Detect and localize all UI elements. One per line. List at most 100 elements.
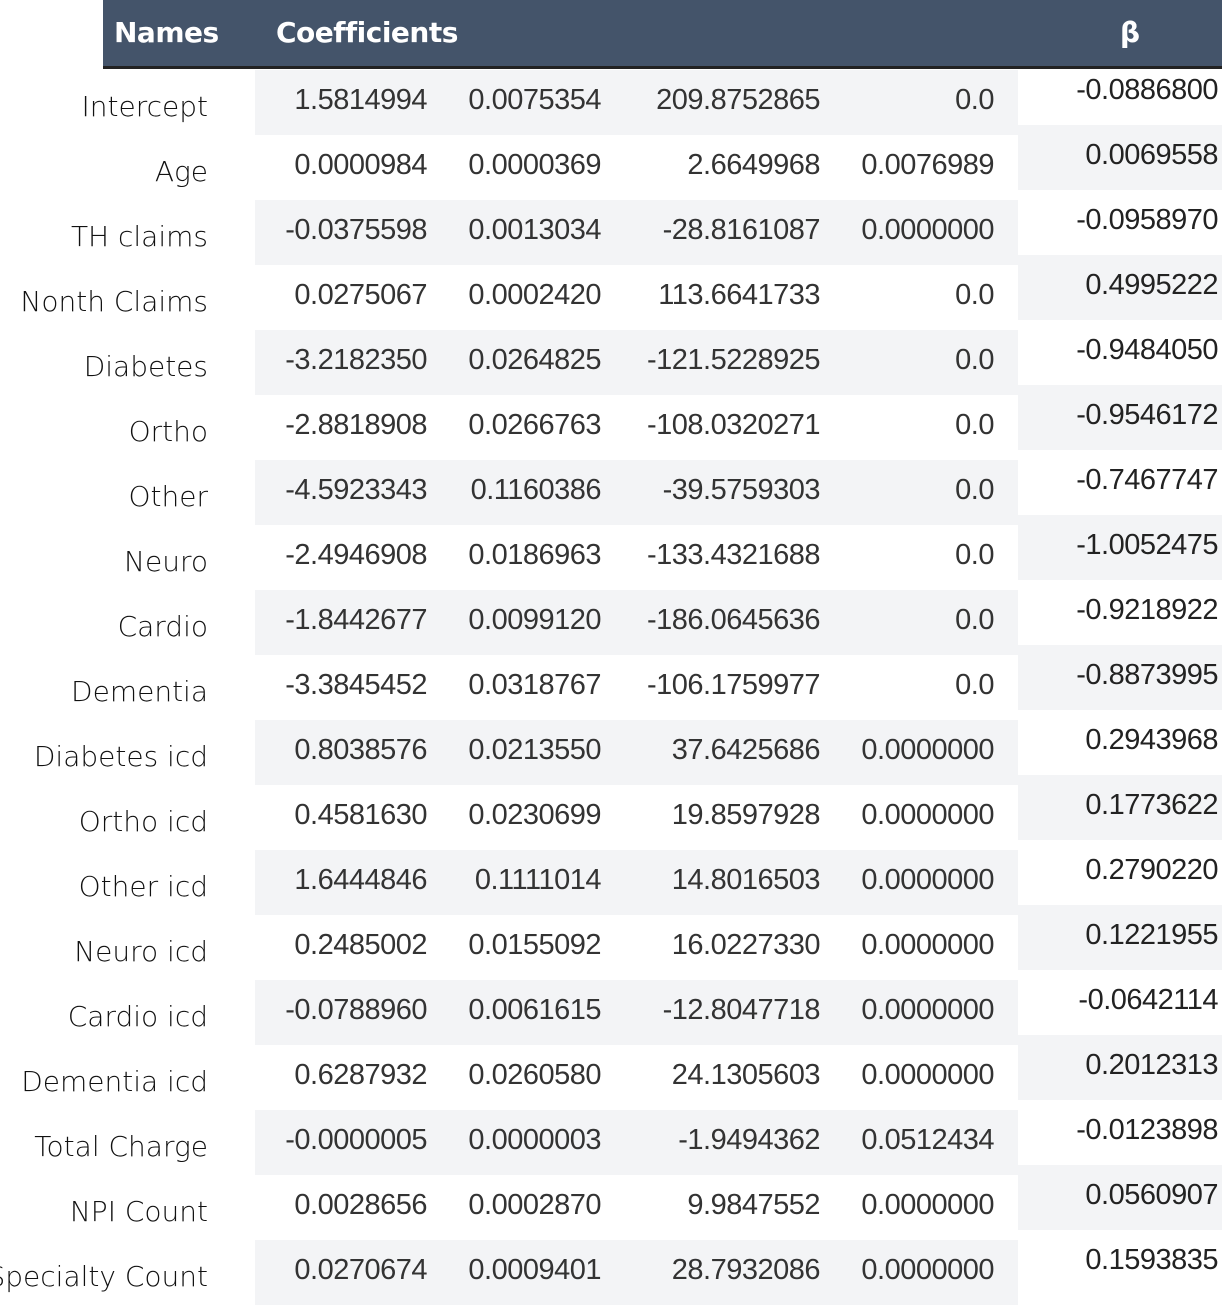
- table-row: Ortho -2.8818908 0.0266763 -108.0320271 0.0 -…: [0, 385, 1222, 460]
- row-name: Cardio icd: [67, 1000, 208, 1033]
- row-name: Other icd: [78, 870, 208, 903]
- coefficient-cell: 0.0000000: [861, 994, 994, 1026]
- coefficient-cell: -3.2182350: [285, 344, 427, 376]
- coefficient-cell: 0.0076989: [861, 149, 994, 181]
- row-name: Specialty Count: [0, 1260, 208, 1293]
- coefficient-cell: 0.0000000: [861, 864, 994, 896]
- table-row: Other -4.5923343 0.1160386 -39.5759303 0.0 -0…: [0, 460, 1222, 525]
- coefficient-cell: 37.6425686: [671, 734, 821, 766]
- beta-stripe: [1018, 1165, 1222, 1230]
- coefficient-cell: 0.0075354: [468, 84, 601, 116]
- beta-stripe: [1018, 515, 1222, 580]
- beta-cell: 0.1773622: [1085, 789, 1218, 821]
- row-name: TH claims: [70, 220, 208, 253]
- coefficient-cell: 0.0213550: [468, 734, 601, 766]
- coefficient-cell: 0.0: [955, 669, 994, 701]
- table-row: Specialty Count 0.0270674 0.0009401 28.7932…: [0, 1240, 1222, 1305]
- row-name: Cardio: [117, 610, 208, 643]
- table-row: Other icd 1.6444846 0.1111014 14.8016503 0.0…: [0, 850, 1222, 915]
- coefficient-cell: -12.8047718: [662, 994, 821, 1026]
- coefficient-cell: 0.0000000: [861, 929, 994, 961]
- coefficient-cell: 0.6287932: [294, 1059, 427, 1091]
- coefficient-cell: 0.0512434: [861, 1124, 994, 1156]
- coefficient-cell: -2.8818908: [285, 409, 427, 441]
- coefficient-cell: -106.1759977: [647, 669, 821, 701]
- table-row: Diabetes icd 0.8038576 0.0213550 37.6425686…: [0, 720, 1222, 785]
- header-beta: β: [1120, 16, 1140, 49]
- coefficient-cell: 0.0: [955, 344, 994, 376]
- coefficient-cell: 0.0002870: [468, 1189, 601, 1221]
- coefficient-cell: -108.0320271: [647, 409, 821, 441]
- coefficient-cell: 0.0028656: [294, 1189, 427, 1221]
- beta-cell: 0.0069558: [1085, 139, 1218, 171]
- table-row: NPI Count 0.0028656 0.0002870 9.9847552 0.00…: [0, 1165, 1222, 1240]
- coefficient-cell: 0.0260580: [468, 1059, 601, 1091]
- coefficient-cell: -3.3845452: [285, 669, 427, 701]
- table-row: Neuro icd 0.2485002 0.0155092 16.0227330 0.0…: [0, 905, 1222, 980]
- table-row: Neuro -2.4946908 0.0186963 -133.4321688 0.0 -…: [0, 515, 1222, 590]
- coefficient-cell: 0.0000003: [468, 1124, 601, 1156]
- beta-cell: 0.0560907: [1085, 1179, 1218, 1211]
- coefficient-cell: 0.0: [955, 474, 994, 506]
- coefficient-cell: 0.0099120: [468, 604, 601, 636]
- coefficient-cell: -121.5228925: [647, 344, 821, 376]
- beta-cell: -0.9546172: [1076, 399, 1218, 431]
- coefficient-cell: 0.0000000: [861, 214, 994, 246]
- coefficient-cell: -0.0375598: [285, 214, 427, 246]
- coefficient-cell: 0.1160386: [470, 474, 602, 506]
- beta-cell: -1.0052475: [1076, 529, 1218, 561]
- table-row: Intercept 1.5814994 0.0075354 209.8752865 0.…: [0, 70, 1222, 135]
- coefficient-cell: 0.0000369: [468, 149, 601, 181]
- coefficient-cell: -0.0788960: [285, 994, 427, 1026]
- beta-cell: 0.2943968: [1085, 724, 1218, 756]
- row-stripe: [255, 1240, 1018, 1305]
- table-row: Dementia -3.3845452 0.0318767 -106.1759977 0…: [0, 645, 1222, 720]
- row-stripe: [255, 460, 1018, 525]
- row-name: Diabetes: [83, 350, 208, 383]
- beta-stripe: [1018, 385, 1222, 450]
- table-row: Cardio icd -0.0788960 0.0061615 -12.8047718…: [0, 980, 1222, 1045]
- coefficient-cell: 19.8597928: [671, 799, 821, 831]
- coefficient-cell: 0.1111014: [474, 864, 602, 896]
- coefficient-cell: 0.0013034: [468, 214, 601, 246]
- row-name: Ortho: [128, 415, 208, 448]
- table-header: Names Coefficients β: [103, 0, 1222, 69]
- header-names: Names: [114, 16, 219, 49]
- beta-cell: 0.1593835: [1085, 1244, 1218, 1276]
- coefficient-cell: 209.8752865: [656, 84, 820, 116]
- coefficient-cell: 0.0264825: [468, 344, 601, 376]
- beta-cell: 0.1221955: [1085, 919, 1218, 951]
- row-stripe: [255, 720, 1018, 785]
- row-name: NPI Count: [69, 1195, 208, 1228]
- coefficient-cell: -1.8442677: [285, 604, 427, 636]
- beta-stripe: [1018, 255, 1222, 320]
- coefficient-cell: 0.0230699: [468, 799, 601, 831]
- coefficient-cell: 0.0266763: [468, 409, 601, 441]
- coefficient-cell: 0.0186963: [468, 539, 601, 571]
- row-name: Dementia icd: [21, 1065, 208, 1098]
- beta-cell: 0.2790220: [1085, 854, 1218, 886]
- coefficient-cell: 0.8038576: [294, 734, 427, 766]
- beta-cell: -0.0123898: [1076, 1114, 1218, 1146]
- coefficient-cell: 24.1305603: [671, 1059, 821, 1091]
- beta-stripe: [1018, 125, 1222, 190]
- row-name: Total Charge: [34, 1130, 208, 1163]
- coefficient-cell: 16.0227330: [671, 929, 821, 961]
- coefficient-cell: 0.0061615: [468, 994, 601, 1026]
- beta-cell: -0.0886800: [1076, 74, 1218, 106]
- row-name: Nonth Claims: [20, 285, 208, 318]
- coefficient-cell: 0.0: [955, 84, 994, 116]
- beta-cell: -0.7467747: [1076, 464, 1218, 496]
- coefficient-cell: -0.0000005: [285, 1124, 427, 1156]
- coefficient-cell: 0.0318767: [468, 669, 601, 701]
- row-stripe: [255, 1110, 1018, 1175]
- coefficient-cell: -2.4946908: [285, 539, 427, 571]
- coefficient-cell: 0.0000000: [861, 1254, 994, 1286]
- coefficient-cell: 0.0000000: [861, 1059, 994, 1091]
- row-stripe: [255, 200, 1018, 265]
- coefficient-cell: -39.5759303: [662, 474, 821, 506]
- row-stripe: [255, 590, 1018, 655]
- coefficient-cell: 0.0000000: [861, 734, 994, 766]
- beta-cell: -0.0958970: [1076, 204, 1218, 236]
- beta-cell: 0.4995222: [1085, 269, 1218, 301]
